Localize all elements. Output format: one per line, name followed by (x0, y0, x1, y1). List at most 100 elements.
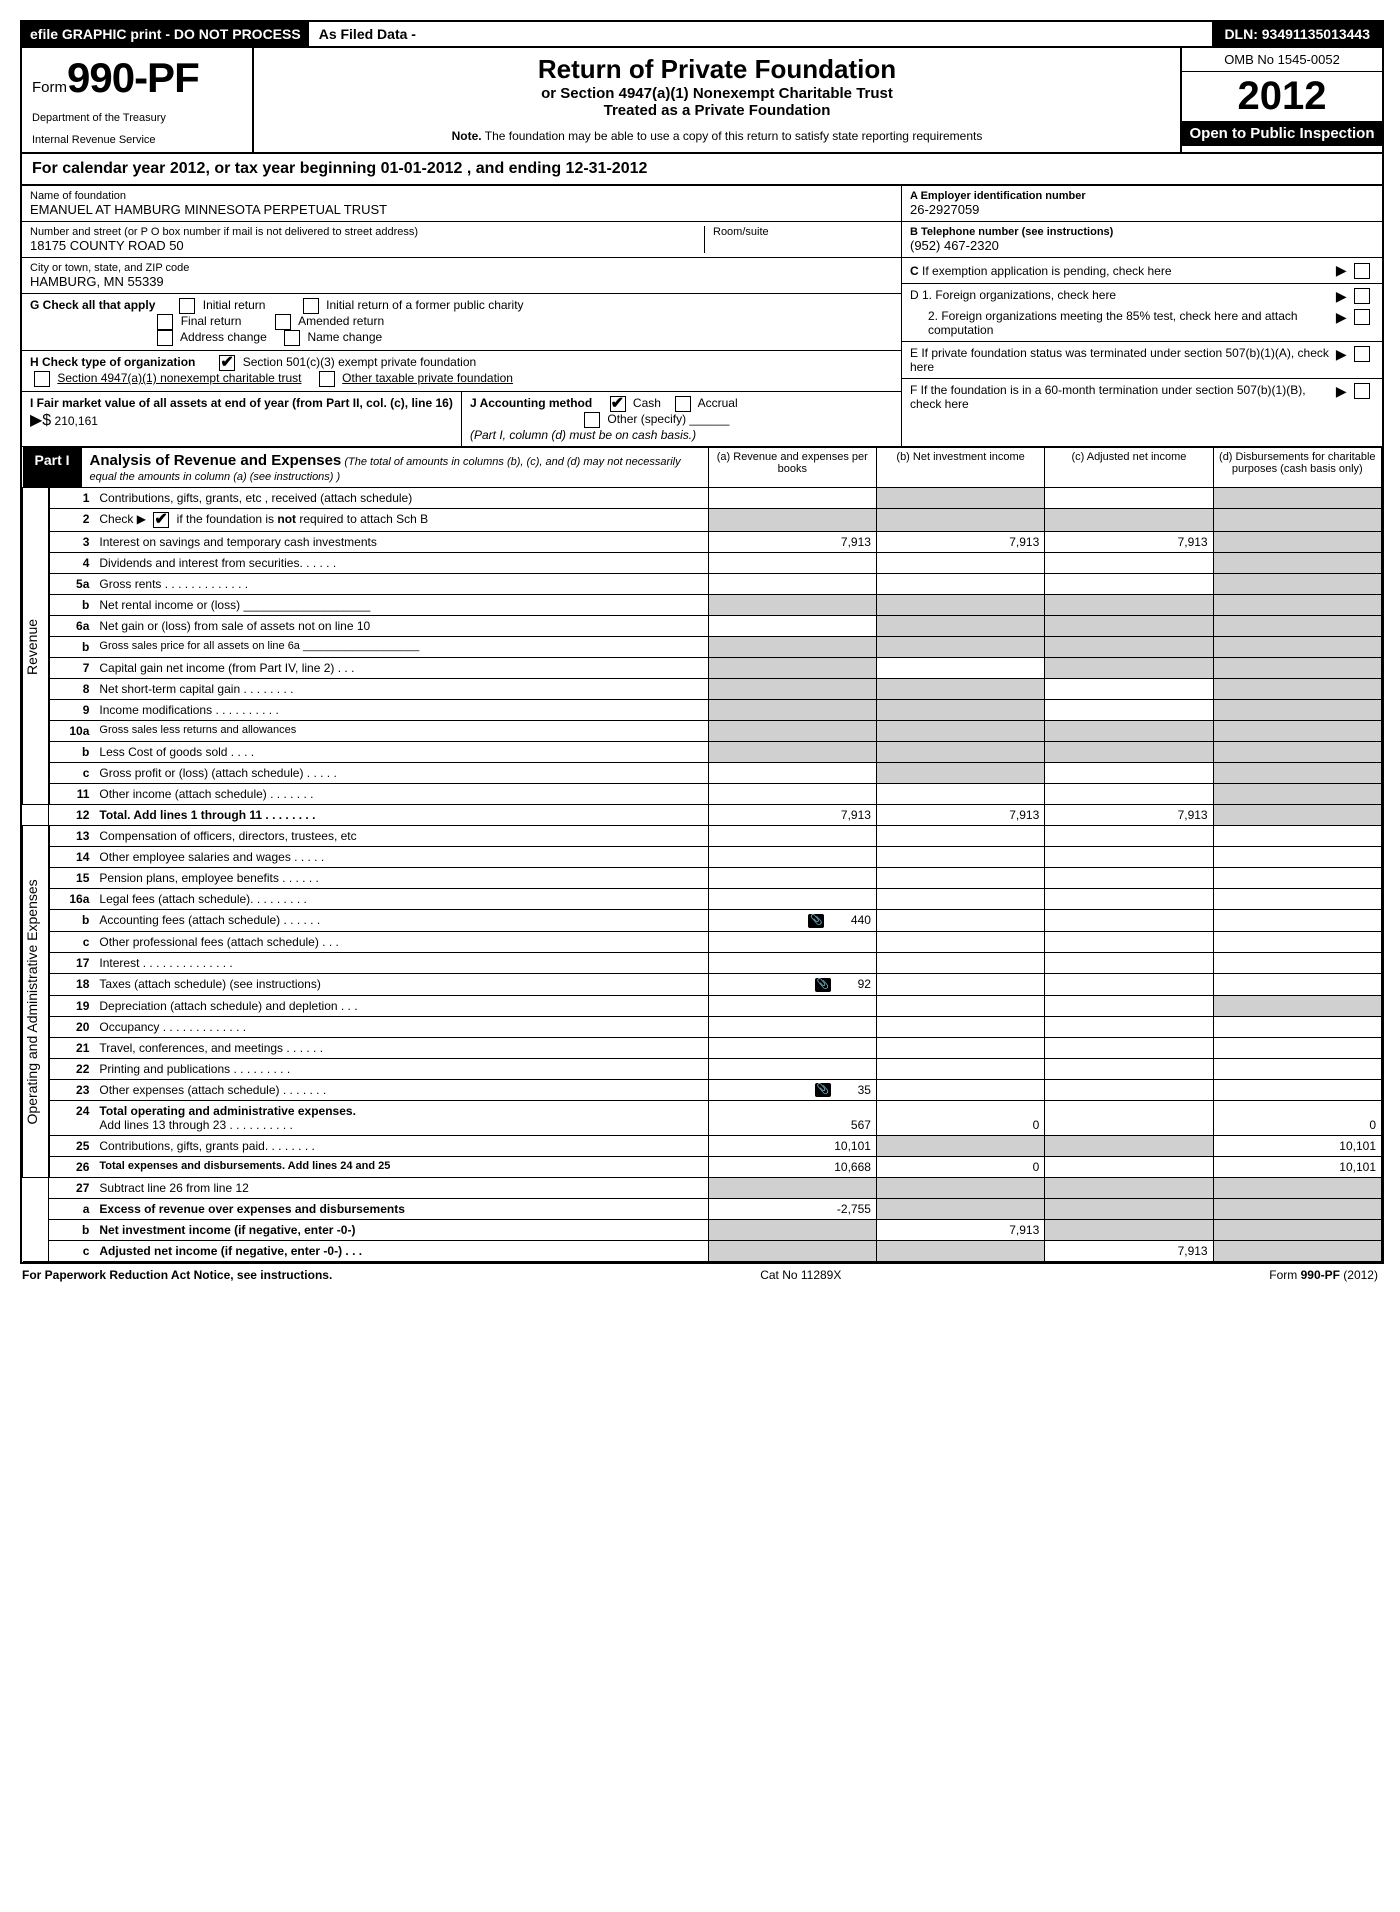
checkbox-amended[interactable] (275, 314, 291, 330)
asfiled-label: As Filed Data - (311, 22, 426, 46)
ln-8: 8 (49, 679, 95, 700)
desc-5b: Net rental income or (loss) ____________… (94, 595, 708, 616)
checkbox-501c3[interactable] (219, 355, 235, 371)
dept-treasury: Department of the Treasury (32, 112, 242, 124)
note-text: The foundation may be able to use a copy… (482, 129, 983, 143)
ln-12: 12 (49, 805, 95, 826)
g-label: G Check all that apply (30, 298, 155, 312)
v-3c: 7,913 (1045, 532, 1213, 553)
checkbox-initial[interactable] (179, 298, 195, 314)
ln-27a: a (49, 1199, 95, 1220)
v-25d: 10,101 (1213, 1136, 1381, 1157)
omb-box: OMB No 1545-0052 2012 Open to Public Ins… (1182, 48, 1382, 152)
arrow-d2: ▶ (1336, 309, 1347, 326)
checkbox-d1[interactable] (1354, 288, 1370, 304)
desc-6b: Gross sales price for all assets on line… (94, 637, 708, 658)
v-26b: 0 (876, 1157, 1044, 1178)
ln-6b: b (49, 637, 95, 658)
checkbox-c[interactable] (1354, 263, 1370, 279)
checkbox-other-taxable[interactable] (319, 371, 335, 387)
checkbox-other-method[interactable] (584, 412, 600, 428)
ln-3: 3 (49, 532, 95, 553)
desc-5a: Gross rents . . . . . . . . . . . . . (94, 574, 708, 595)
topbar-spacer (426, 22, 1212, 46)
d1-label: D 1. Foreign organizations, check here (910, 288, 1336, 302)
form-subtitle1: or Section 4947(a)(1) Nonexempt Charitab… (264, 85, 1170, 102)
e-label: E If private foundation status was termi… (910, 346, 1336, 374)
title-box: Return of Private Foundation or Section … (254, 48, 1182, 152)
opt-amended: Amended return (298, 314, 384, 328)
v-12c: 7,913 (1045, 805, 1213, 826)
ln-6a: 6a (49, 616, 95, 637)
checkbox-initial-former[interactable] (303, 298, 319, 314)
addr-label: Number and street (or P O box number if … (30, 226, 696, 238)
v-27a: -2,755 (708, 1199, 876, 1220)
c-label: If exemption application is pending, che… (922, 264, 1172, 278)
checkbox-accrual[interactable] (675, 396, 691, 412)
desc-9: Income modifications . . . . . . . . . . (94, 700, 708, 721)
checkbox-final[interactable] (157, 314, 173, 330)
room-label: Room/suite (713, 226, 893, 238)
checkbox-name-change[interactable] (284, 330, 300, 346)
foundation-name: EMANUEL AT HAMBURG MINNESOTA PERPETUAL T… (30, 202, 893, 217)
ln-18: 18 (49, 973, 95, 995)
desc-22: Printing and publications . . . . . . . … (94, 1058, 708, 1079)
desc-27b: Net investment income (if negative, ente… (94, 1220, 708, 1241)
checkbox-4947[interactable] (34, 371, 50, 387)
ln-10b: b (49, 742, 95, 763)
ln-27: 27 (49, 1178, 95, 1199)
v-3b: 7,913 (876, 532, 1044, 553)
checkbox-schb[interactable] (153, 512, 169, 528)
desc-16c: Other professional fees (attach schedule… (94, 931, 708, 952)
desc-13: Compensation of officers, directors, tru… (94, 826, 708, 847)
desc-17: Interest . . . . . . . . . . . . . . (94, 952, 708, 973)
ln-16c: c (49, 931, 95, 952)
desc-6a: Net gain or (loss) from sale of assets n… (94, 616, 708, 637)
col-c-header: (c) Adjusted net income (1045, 448, 1213, 488)
form-title: Return of Private Foundation (264, 54, 1170, 85)
dln-label: DLN: 93491135013443 (1212, 22, 1382, 46)
desc-4: Dividends and interest from securities. … (94, 553, 708, 574)
checkbox-d2[interactable] (1354, 309, 1370, 325)
opt-name-change: Name change (307, 330, 382, 344)
form-subtitle2: Treated as a Private Foundation (264, 102, 1170, 119)
ln-16b: b (49, 910, 95, 932)
ln-7: 7 (49, 658, 95, 679)
ln-20: 20 (49, 1016, 95, 1037)
part1-table: Part I Analysis of Revenue and Expenses … (22, 447, 1382, 1262)
note-label: Note. (452, 129, 482, 143)
v-25a: 10,101 (708, 1136, 876, 1157)
v-16b: 📎 440 (708, 910, 876, 932)
ln-11: 11 (49, 784, 95, 805)
ln-9: 9 (49, 700, 95, 721)
ln-27c: c (49, 1241, 95, 1262)
opt-4947: Section 4947(a)(1) nonexempt charitable … (57, 371, 301, 385)
footer-right: Form 990-PF (2012) (1269, 1268, 1378, 1282)
v-24a: 567 (708, 1101, 876, 1136)
col-b-header: (b) Net investment income (876, 448, 1044, 488)
attach-icon-23: 📎 (815, 1083, 831, 1097)
desc-14: Other employee salaries and wages . . . … (94, 847, 708, 868)
checkbox-addr-change[interactable] (157, 330, 173, 346)
arrow-c: ▶ (1336, 262, 1347, 279)
form-prefix: Form (32, 79, 67, 96)
v-3a: 7,913 (708, 532, 876, 553)
d2-label: 2. Foreign organizations meeting the 85%… (910, 309, 1336, 337)
j-label: J Accounting method (470, 396, 592, 410)
checkbox-e[interactable] (1354, 346, 1370, 362)
v-24b: 0 (876, 1101, 1044, 1136)
v-24d: 0 (1213, 1101, 1381, 1136)
desc-18: Taxes (attach schedule) (see instruction… (94, 973, 708, 995)
checkbox-cash[interactable] (610, 396, 626, 412)
ln-27b: b (49, 1220, 95, 1241)
desc-8: Net short-term capital gain . . . . . . … (94, 679, 708, 700)
opt-cash: Cash (633, 396, 661, 410)
desc-10c: Gross profit or (loss) (attach schedule)… (94, 763, 708, 784)
desc-3: Interest on savings and temporary cash i… (94, 532, 708, 553)
ln-10c: c (49, 763, 95, 784)
attach-icon-18: 📎 (815, 978, 831, 992)
ln-23: 23 (49, 1079, 95, 1101)
checkbox-f[interactable] (1354, 383, 1370, 399)
ln-26: 26 (49, 1157, 95, 1178)
phone-label: B Telephone number (see instructions) (910, 226, 1374, 238)
